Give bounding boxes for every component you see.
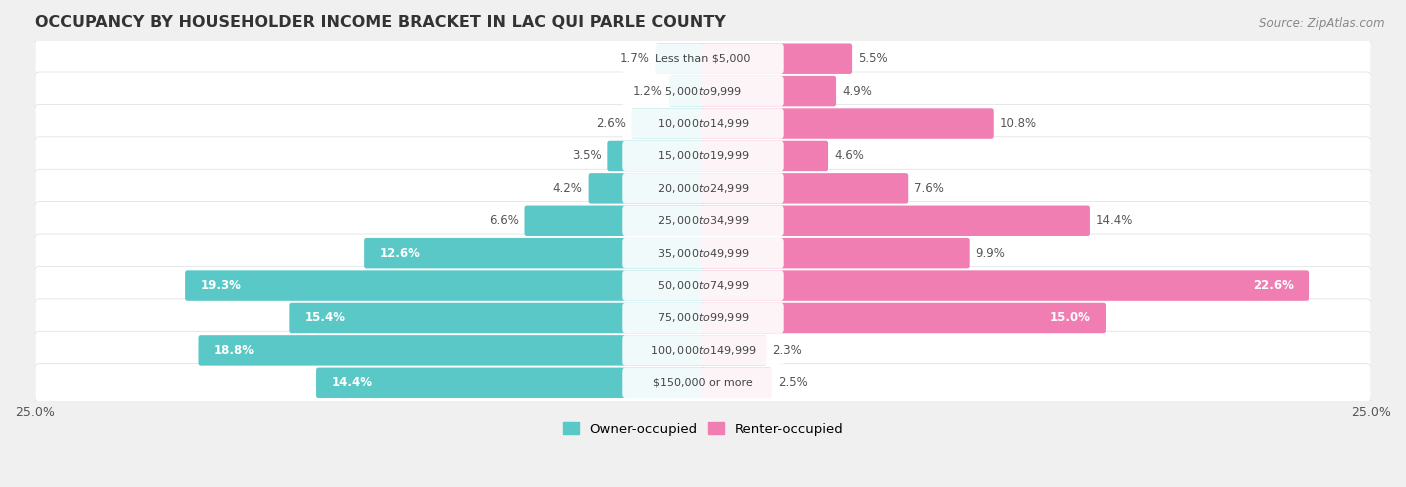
FancyBboxPatch shape <box>623 108 783 139</box>
Text: 18.8%: 18.8% <box>214 344 254 357</box>
FancyBboxPatch shape <box>623 141 783 171</box>
FancyBboxPatch shape <box>623 335 783 366</box>
FancyBboxPatch shape <box>700 43 852 74</box>
FancyBboxPatch shape <box>35 169 1371 207</box>
FancyBboxPatch shape <box>623 43 783 74</box>
Text: 3.5%: 3.5% <box>572 150 602 163</box>
FancyBboxPatch shape <box>623 238 783 268</box>
FancyBboxPatch shape <box>35 331 1371 370</box>
FancyBboxPatch shape <box>669 76 706 106</box>
FancyBboxPatch shape <box>35 364 1371 402</box>
FancyBboxPatch shape <box>623 270 783 301</box>
FancyBboxPatch shape <box>35 72 1371 110</box>
FancyBboxPatch shape <box>35 104 1371 143</box>
Text: 12.6%: 12.6% <box>380 247 420 260</box>
FancyBboxPatch shape <box>623 206 783 236</box>
Text: 19.3%: 19.3% <box>201 279 242 292</box>
Text: 6.6%: 6.6% <box>489 214 519 227</box>
FancyBboxPatch shape <box>700 206 1090 236</box>
FancyBboxPatch shape <box>35 202 1371 240</box>
FancyBboxPatch shape <box>35 299 1371 337</box>
FancyBboxPatch shape <box>623 368 783 398</box>
FancyBboxPatch shape <box>589 173 706 204</box>
Text: 2.3%: 2.3% <box>772 344 803 357</box>
Text: $50,000 to $74,999: $50,000 to $74,999 <box>657 279 749 292</box>
Text: Source: ZipAtlas.com: Source: ZipAtlas.com <box>1260 17 1385 30</box>
Text: $35,000 to $49,999: $35,000 to $49,999 <box>657 247 749 260</box>
FancyBboxPatch shape <box>700 108 994 139</box>
FancyBboxPatch shape <box>290 303 706 333</box>
Text: $150,000 or more: $150,000 or more <box>654 378 752 388</box>
Text: 9.9%: 9.9% <box>976 247 1005 260</box>
FancyBboxPatch shape <box>35 266 1371 305</box>
Text: 15.0%: 15.0% <box>1050 312 1091 324</box>
FancyBboxPatch shape <box>623 303 783 333</box>
Text: 4.6%: 4.6% <box>834 150 863 163</box>
Text: $25,000 to $34,999: $25,000 to $34,999 <box>657 214 749 227</box>
Text: 5.5%: 5.5% <box>858 52 887 65</box>
FancyBboxPatch shape <box>316 368 706 398</box>
Text: 22.6%: 22.6% <box>1253 279 1294 292</box>
Text: $10,000 to $14,999: $10,000 to $14,999 <box>657 117 749 130</box>
FancyBboxPatch shape <box>623 76 783 106</box>
Text: $75,000 to $99,999: $75,000 to $99,999 <box>657 312 749 324</box>
FancyBboxPatch shape <box>186 270 706 301</box>
FancyBboxPatch shape <box>623 173 783 204</box>
Text: OCCUPANCY BY HOUSEHOLDER INCOME BRACKET IN LAC QUI PARLE COUNTY: OCCUPANCY BY HOUSEHOLDER INCOME BRACKET … <box>35 15 725 30</box>
FancyBboxPatch shape <box>655 43 706 74</box>
FancyBboxPatch shape <box>198 335 706 366</box>
Text: $20,000 to $24,999: $20,000 to $24,999 <box>657 182 749 195</box>
FancyBboxPatch shape <box>35 39 1371 78</box>
Text: 14.4%: 14.4% <box>332 376 373 389</box>
FancyBboxPatch shape <box>700 335 766 366</box>
Text: $15,000 to $19,999: $15,000 to $19,999 <box>657 150 749 163</box>
FancyBboxPatch shape <box>700 303 1107 333</box>
Text: $100,000 to $149,999: $100,000 to $149,999 <box>650 344 756 357</box>
FancyBboxPatch shape <box>700 173 908 204</box>
FancyBboxPatch shape <box>524 206 706 236</box>
FancyBboxPatch shape <box>35 234 1371 272</box>
FancyBboxPatch shape <box>700 270 1309 301</box>
Text: 15.4%: 15.4% <box>305 312 346 324</box>
FancyBboxPatch shape <box>631 108 706 139</box>
Legend: Owner-occupied, Renter-occupied: Owner-occupied, Renter-occupied <box>558 417 848 441</box>
Text: 4.2%: 4.2% <box>553 182 582 195</box>
Text: 2.6%: 2.6% <box>596 117 626 130</box>
Text: 1.7%: 1.7% <box>620 52 650 65</box>
Text: 14.4%: 14.4% <box>1095 214 1133 227</box>
FancyBboxPatch shape <box>35 137 1371 175</box>
Text: 4.9%: 4.9% <box>842 85 872 97</box>
Text: 2.5%: 2.5% <box>778 376 807 389</box>
Text: $5,000 to $9,999: $5,000 to $9,999 <box>664 85 742 97</box>
FancyBboxPatch shape <box>364 238 706 268</box>
Text: 10.8%: 10.8% <box>1000 117 1036 130</box>
Text: 1.2%: 1.2% <box>633 85 662 97</box>
Text: 7.6%: 7.6% <box>914 182 943 195</box>
FancyBboxPatch shape <box>700 368 772 398</box>
FancyBboxPatch shape <box>700 238 970 268</box>
FancyBboxPatch shape <box>700 76 837 106</box>
Text: Less than $5,000: Less than $5,000 <box>655 54 751 64</box>
FancyBboxPatch shape <box>607 141 706 171</box>
FancyBboxPatch shape <box>700 141 828 171</box>
